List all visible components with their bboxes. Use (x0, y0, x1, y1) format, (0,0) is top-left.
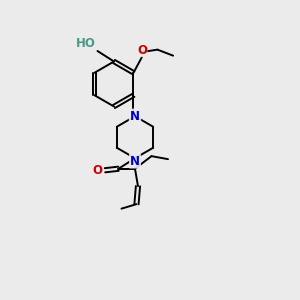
Text: O: O (137, 44, 147, 56)
Text: O: O (93, 164, 103, 177)
Text: HO: HO (76, 38, 96, 50)
Text: N: N (130, 110, 140, 123)
Text: N: N (130, 154, 140, 167)
